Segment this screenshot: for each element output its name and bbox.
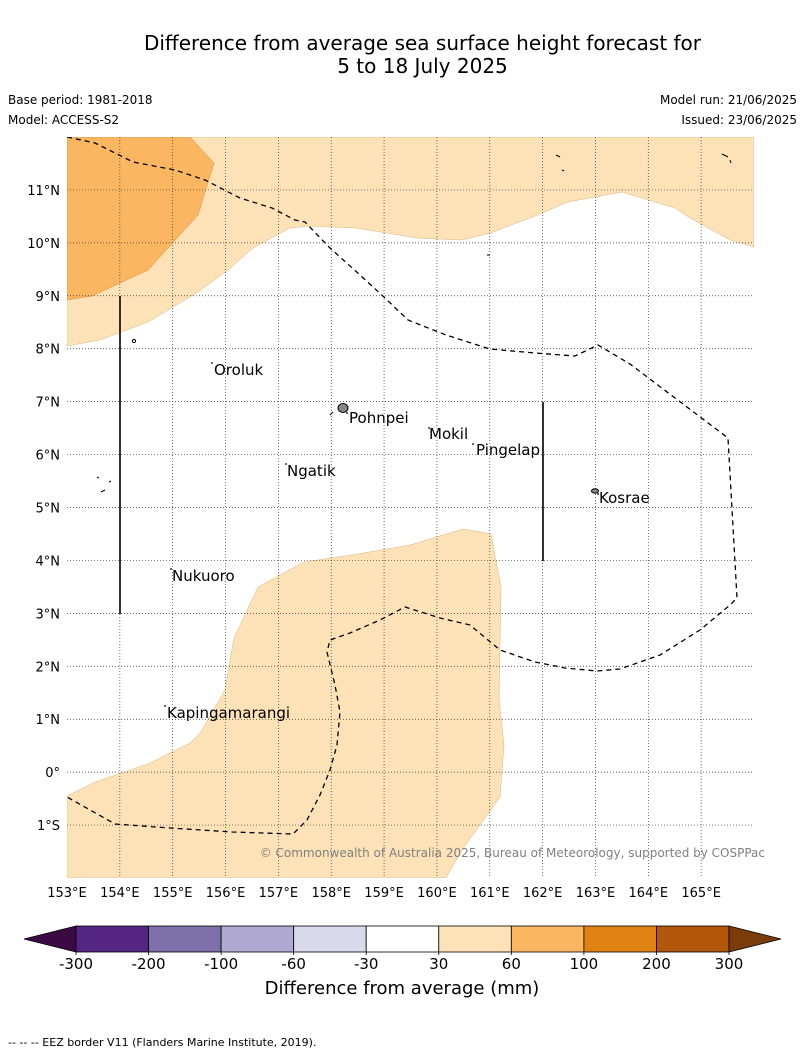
colorbar-tick-label: -60	[281, 955, 306, 973]
colorbar-tick-label: -30	[354, 955, 379, 973]
islands	[96, 153, 732, 494]
lat-tick-label: 9°N	[36, 290, 61, 305]
lon-tick-label: 164°E	[629, 886, 669, 901]
lat-tick-label: 11°N	[27, 184, 60, 199]
place-label: Nukuoro	[172, 567, 235, 585]
colorbar-title: Difference from average (mm)	[264, 978, 540, 999]
atoll-north-east	[721, 153, 732, 164]
colorbar-tick-label: 300	[715, 955, 744, 973]
place-label: Kosrae	[599, 489, 650, 507]
atoll-west	[131, 338, 137, 344]
place-marker	[597, 493, 599, 495]
place-label: Pohnpei	[349, 409, 409, 427]
lat-tick-label: 8°N	[36, 343, 61, 358]
colorbar-bin	[510, 925, 585, 953]
chart-title-line2: 5 to 18 July 2025	[337, 54, 508, 78]
colorbar-tick-label: -300	[59, 955, 93, 973]
lat-tick-label: 7°N	[36, 396, 61, 411]
lon-tick-label: 156°E	[206, 886, 246, 901]
colorbar-tick-label: 200	[642, 955, 671, 973]
lon-tick-label: 161°E	[470, 886, 510, 901]
atoll-north-center	[555, 154, 565, 172]
lon-tick-label: 155°E	[153, 886, 193, 901]
place-marker	[346, 412, 348, 414]
colorbar-extension-high	[728, 925, 782, 953]
lon-tick-label: 154°E	[100, 886, 140, 901]
lat-tick-label: 3°N	[36, 607, 61, 622]
place-marker	[472, 443, 474, 445]
lon-tick-label: 157°E	[259, 886, 299, 901]
colorbar-bin	[75, 925, 149, 953]
lat-tick-label: 1°S	[37, 819, 60, 834]
colorbar-ticks: -300 -200 -100 -60 -30 30 60 100 200 300	[59, 952, 743, 973]
model-name: Model: ACCESS-S2	[8, 113, 120, 127]
colorbar-tick-label: -100	[204, 955, 238, 973]
issued-date: Issued: 23/06/2025	[681, 113, 797, 127]
lon-tick-label: 160°E	[417, 886, 457, 901]
place-label: Pingelap	[476, 441, 540, 459]
gridlines	[67, 137, 754, 878]
kosrae-island	[591, 488, 599, 494]
lon-tick-label: 159°E	[364, 886, 404, 901]
base-period: Base period: 1981-2018	[8, 93, 153, 107]
place-label: Mokil	[429, 425, 468, 443]
lat-tick-label: 1°N	[36, 713, 61, 728]
lon-tick-label: 165°E	[681, 886, 721, 901]
colorbar-bin	[656, 925, 730, 953]
atoll-far-west	[96, 476, 112, 493]
colorbar-bin	[438, 925, 512, 953]
lon-tick-label: 163°E	[576, 886, 616, 901]
place-label: Kapingamarangi	[167, 704, 290, 722]
colorbar-extension-low	[23, 925, 77, 953]
colorbar-tick-label: 60	[502, 955, 521, 973]
place-label: Oroluk	[214, 361, 263, 379]
lon-tick-label: 153°E	[47, 886, 87, 901]
atoll-pohnpei-west	[329, 411, 334, 416]
copyright-notice: © Commonwealth of Australia 2025, Bureau…	[260, 846, 765, 860]
place-marker	[164, 705, 166, 707]
lat-tick-label: 0°	[45, 766, 60, 781]
colorbar-tick-label: -200	[132, 955, 166, 973]
anomaly-region-30-60-north	[67, 137, 754, 347]
boundary-lines	[119, 296, 544, 614]
colorbar-bin	[220, 925, 295, 953]
place-label: Ngatik	[287, 462, 336, 480]
chart-title-line1: Difference from average sea surface heig…	[143, 31, 702, 55]
lat-tick-label: 10°N	[27, 237, 60, 252]
colorbar: -300 -200 -100 -60 -30 30 60 100 200 300	[23, 925, 782, 973]
colorbar-bin	[583, 925, 657, 953]
colorbar-bin	[293, 925, 367, 953]
map: Oroluk Pohnpei Mokil Pingelap Ngatik Kosrae Nu…	[27, 137, 765, 901]
lat-tick-label: 2°N	[36, 660, 61, 675]
model-run: Model run: 21/06/2025	[659, 93, 797, 107]
eez-borders	[67, 137, 738, 835]
place-marker	[170, 568, 172, 570]
colorbar-bins	[23, 925, 782, 953]
eez-footnote: -- -- -- EEZ border V11 (Flanders Marine…	[8, 1036, 317, 1049]
place-marker	[211, 362, 213, 364]
lat-tick-label: 6°N	[36, 449, 61, 464]
colorbar-tick-label: 100	[570, 955, 599, 973]
lat-tick-label: 5°N	[36, 502, 61, 517]
anomaly-fill-layer	[67, 137, 754, 878]
colorbar-bin	[148, 925, 222, 953]
lat-tick-label: 4°N	[36, 554, 61, 569]
axis-labels: 153°E 154°E 155°E 156°E 157°E 158°E 159°E 160°E…	[27, 184, 721, 901]
pohnpei-island	[337, 403, 349, 413]
place-marker	[428, 427, 430, 429]
place-labels: Oroluk Pohnpei Mokil Pingelap Ngatik Kosrae Nu…	[164, 361, 650, 722]
colorbar-bin	[365, 925, 440, 953]
colorbar-tick-label: 30	[429, 955, 448, 973]
lon-tick-label: 162°E	[523, 886, 563, 901]
eez-border-north	[67, 137, 738, 835]
anomaly-region-30-60-south	[67, 528, 505, 878]
lon-tick-label: 158°E	[311, 886, 351, 901]
place-marker	[285, 463, 287, 465]
chart-title: Difference from average sea surface heig…	[0, 32, 804, 78]
